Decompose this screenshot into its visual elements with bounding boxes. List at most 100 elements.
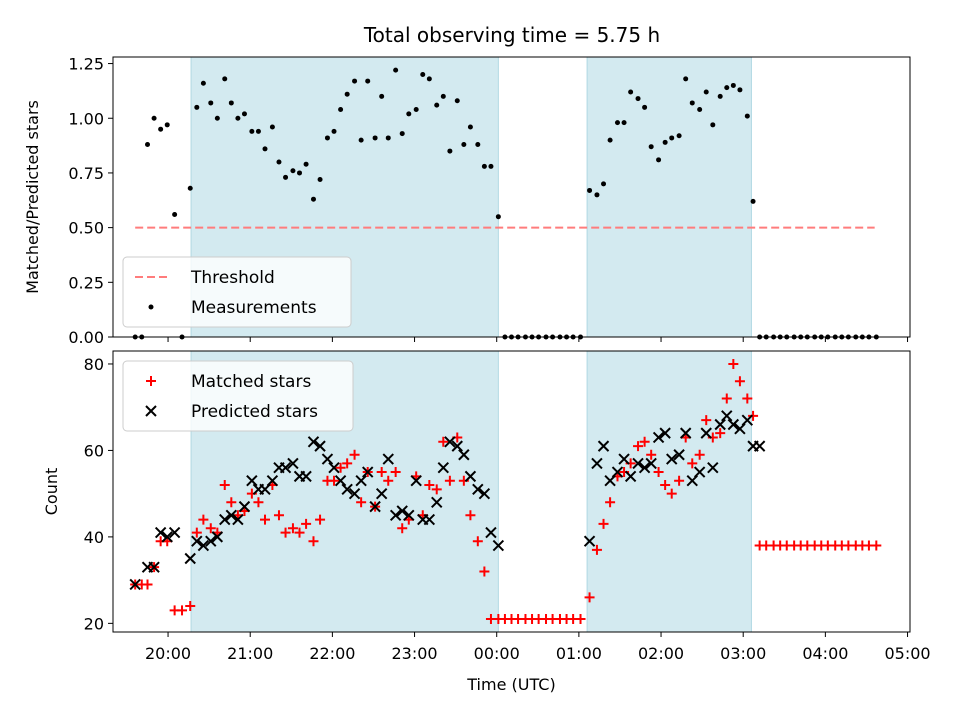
chart-title: Total observing time = 5.75 h bbox=[363, 23, 660, 47]
measurements-point bbox=[164, 122, 170, 128]
measurements-point bbox=[151, 115, 157, 121]
legend-label: Measurements bbox=[191, 298, 317, 318]
matched-stars-point bbox=[142, 579, 153, 590]
y-axis-label: Count bbox=[42, 468, 61, 516]
predicted-stars-point bbox=[410, 474, 422, 487]
matched-stars-point bbox=[431, 484, 442, 495]
measurements-point bbox=[737, 87, 743, 93]
measurements-point bbox=[310, 196, 316, 202]
predicted-stars-point bbox=[472, 483, 484, 496]
y-tick-label: 20 bbox=[84, 614, 104, 633]
measurements-point bbox=[724, 85, 730, 91]
measurements-point bbox=[717, 93, 723, 99]
matched-stars-point bbox=[356, 497, 367, 508]
predicted-stars-point bbox=[287, 457, 299, 470]
matched-stars-point bbox=[721, 393, 732, 404]
matched-stars-point bbox=[674, 475, 685, 486]
predicted-stars-point bbox=[225, 509, 238, 521]
matched-stars-point bbox=[349, 449, 360, 460]
measurements-point bbox=[467, 124, 473, 130]
predicted-stars-point bbox=[348, 487, 361, 500]
x-tick-label: 05:00 bbox=[884, 644, 930, 663]
measurements-point bbox=[621, 120, 627, 126]
matched-stars-point bbox=[308, 536, 319, 547]
legend-box bbox=[122, 256, 352, 328]
predicted-stars-point bbox=[389, 509, 402, 521]
predicted-stars-point bbox=[611, 466, 624, 478]
x-tick-label: 00:00 bbox=[474, 644, 520, 663]
matched-stars-point bbox=[253, 497, 264, 508]
predicted-stars-point bbox=[597, 440, 610, 452]
measurements-point bbox=[249, 128, 255, 134]
matched-stars-point bbox=[376, 467, 387, 478]
measurements-point bbox=[635, 96, 641, 102]
predicted-stars-point bbox=[238, 500, 251, 513]
y-tick-label: 0.75 bbox=[68, 164, 104, 183]
measurements-point bbox=[385, 135, 391, 141]
matched-stars-point bbox=[742, 393, 753, 404]
predicted-stars-point bbox=[403, 509, 415, 521]
x-tick-label: 03:00 bbox=[720, 644, 766, 663]
matched-stars-point bbox=[701, 415, 712, 426]
measurements-point bbox=[656, 157, 662, 163]
measurements-point bbox=[379, 93, 385, 99]
x-tick-label: 22:00 bbox=[309, 644, 355, 663]
predicted-stars-point bbox=[154, 526, 167, 539]
predicted-stars-point bbox=[300, 470, 312, 483]
matched-stars-point bbox=[646, 449, 657, 460]
measurements-point bbox=[194, 104, 200, 110]
predicted-stars-point bbox=[375, 487, 388, 500]
matched-stars-point bbox=[280, 527, 291, 538]
measurements-point bbox=[317, 177, 323, 182]
measurements-point bbox=[475, 142, 481, 147]
matched-stars-point bbox=[219, 480, 230, 491]
matched-stars-point bbox=[397, 523, 408, 534]
measurements-point bbox=[607, 137, 613, 143]
predicted-stars-point bbox=[355, 474, 367, 487]
predicted-stars-point bbox=[382, 453, 394, 465]
measurements-point bbox=[158, 126, 164, 132]
measurements-point bbox=[297, 170, 303, 176]
measurements-point bbox=[200, 80, 206, 86]
measurements-point bbox=[495, 214, 501, 220]
matched-stars-point bbox=[205, 523, 216, 534]
legend-label: Matched stars bbox=[191, 372, 311, 392]
predicted-stars-point bbox=[279, 462, 292, 474]
measurements-point bbox=[662, 139, 668, 145]
matched-stars-point bbox=[198, 514, 209, 525]
measurements-point bbox=[676, 133, 682, 139]
x-tick-label: 04:00 bbox=[802, 644, 848, 663]
matched-stars-point bbox=[653, 467, 664, 478]
matched-stars-point bbox=[226, 497, 237, 508]
predicted-stars-point bbox=[437, 462, 450, 474]
matched-stars-point bbox=[639, 436, 650, 447]
measurements-point bbox=[228, 100, 234, 106]
y-tick-label: 1.25 bbox=[68, 55, 104, 74]
matched-stars-point bbox=[438, 436, 449, 447]
predicted-stars-point bbox=[727, 418, 740, 431]
measurements-point bbox=[628, 89, 634, 95]
predicted-stars-point bbox=[205, 535, 217, 547]
predicted-stars-point bbox=[673, 449, 685, 461]
matched-stars-point bbox=[633, 441, 644, 452]
predicted-stars-point bbox=[721, 410, 733, 422]
matched-stars-point bbox=[390, 467, 401, 478]
predicted-stars-point bbox=[666, 453, 678, 465]
predicted-stars-point bbox=[219, 513, 231, 526]
measurements-point bbox=[214, 115, 220, 121]
measurements-point bbox=[303, 161, 309, 167]
x-tick-label: 20:00 bbox=[145, 644, 191, 663]
predicted-stars-point bbox=[741, 414, 754, 426]
x-tick-label: 23:00 bbox=[391, 644, 437, 663]
measurements-point bbox=[208, 100, 214, 106]
predicted-stars-point bbox=[314, 440, 326, 452]
measurements-point bbox=[744, 113, 750, 119]
measurements-point bbox=[689, 100, 695, 106]
measurements-point bbox=[434, 102, 440, 108]
measurements-point bbox=[358, 137, 364, 143]
measurements-point bbox=[187, 185, 193, 191]
predicted-stars-point bbox=[591, 457, 603, 470]
measurements-point bbox=[145, 142, 151, 147]
predicted-stars-point bbox=[431, 496, 443, 509]
predicted-stars-point bbox=[638, 462, 651, 474]
